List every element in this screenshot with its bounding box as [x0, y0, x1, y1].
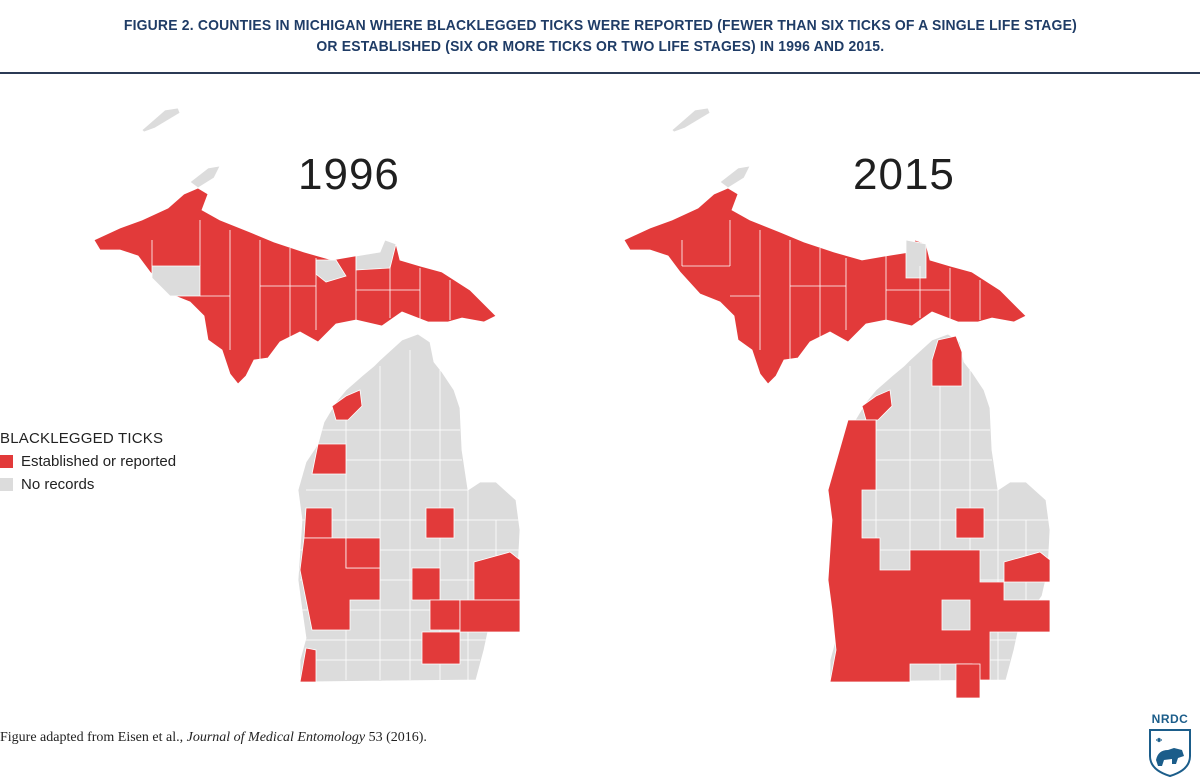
county-no-records-ingham — [941, 599, 971, 631]
county-shoreline-cluster — [827, 419, 1050, 683]
county-midland — [425, 507, 455, 539]
up-county-no-records — [905, 239, 927, 279]
isle-royale — [141, 107, 181, 133]
county-kalamazoo-area — [411, 567, 441, 601]
up-county-no-records-1 — [151, 265, 201, 297]
legend-label-no-records: No records — [21, 476, 95, 493]
legend-swatch-gray — [0, 478, 13, 491]
source-prefix: Figure adapted from Eisen et al., — [0, 730, 187, 745]
figure-source-note: Figure adapted from Eisen et al., Journa… — [0, 730, 427, 746]
nrdc-logo: NRDC — [1144, 712, 1196, 780]
county-oceana — [303, 507, 333, 539]
county-mason — [311, 443, 347, 475]
county-washtenaw-area — [459, 599, 520, 633]
figure-title-line-1: FIGURE 2. COUNTIES IN MICHIGAN WHERE BLA… — [123, 17, 1077, 34]
county-emmet — [931, 335, 963, 387]
county-kent-area — [345, 537, 381, 569]
year-label-2015: 2015 — [853, 150, 955, 199]
county-ingham-area — [429, 599, 461, 631]
legend-item-established: Established or reported — [0, 453, 176, 470]
county-berrien — [299, 647, 317, 683]
county-hillsdale-area — [421, 631, 461, 665]
michigan-map-2015 — [623, 107, 1050, 699]
keweenaw-county — [719, 165, 751, 189]
logo-text: NRDC — [1151, 712, 1189, 726]
source-suffix: 53 (2016). — [365, 730, 427, 745]
figure-title-line-2: OR ESTABLISHED (SIX OR MORE TICKS OR TWO… — [316, 38, 884, 55]
figure-header: FIGURE 2. COUNTIES IN MICHIGAN WHERE BLA… — [0, 0, 1200, 74]
isle-royale — [671, 107, 711, 133]
county-oakland-area — [473, 551, 520, 601]
map-legend: BLACKLEGGED TICKS Established or reporte… — [0, 430, 176, 499]
legend-label-established: Established or reported — [21, 453, 177, 470]
legend-swatch-red — [0, 455, 13, 468]
county-leelanau — [331, 389, 363, 421]
up-county-no-records-3 — [355, 239, 397, 271]
source-journal: Journal of Medical Entomology — [186, 730, 366, 745]
county-hillsdale — [955, 663, 981, 699]
bear-shield-icon — [1149, 729, 1191, 778]
michigan-map-1996 — [93, 107, 520, 683]
year-label-1996: 1996 — [298, 150, 400, 199]
legend-item-no-records: No records — [0, 476, 176, 493]
legend-title: BLACKLEGGED TICKS — [0, 430, 164, 447]
keweenaw-county — [189, 165, 221, 189]
county-midland — [955, 507, 985, 539]
